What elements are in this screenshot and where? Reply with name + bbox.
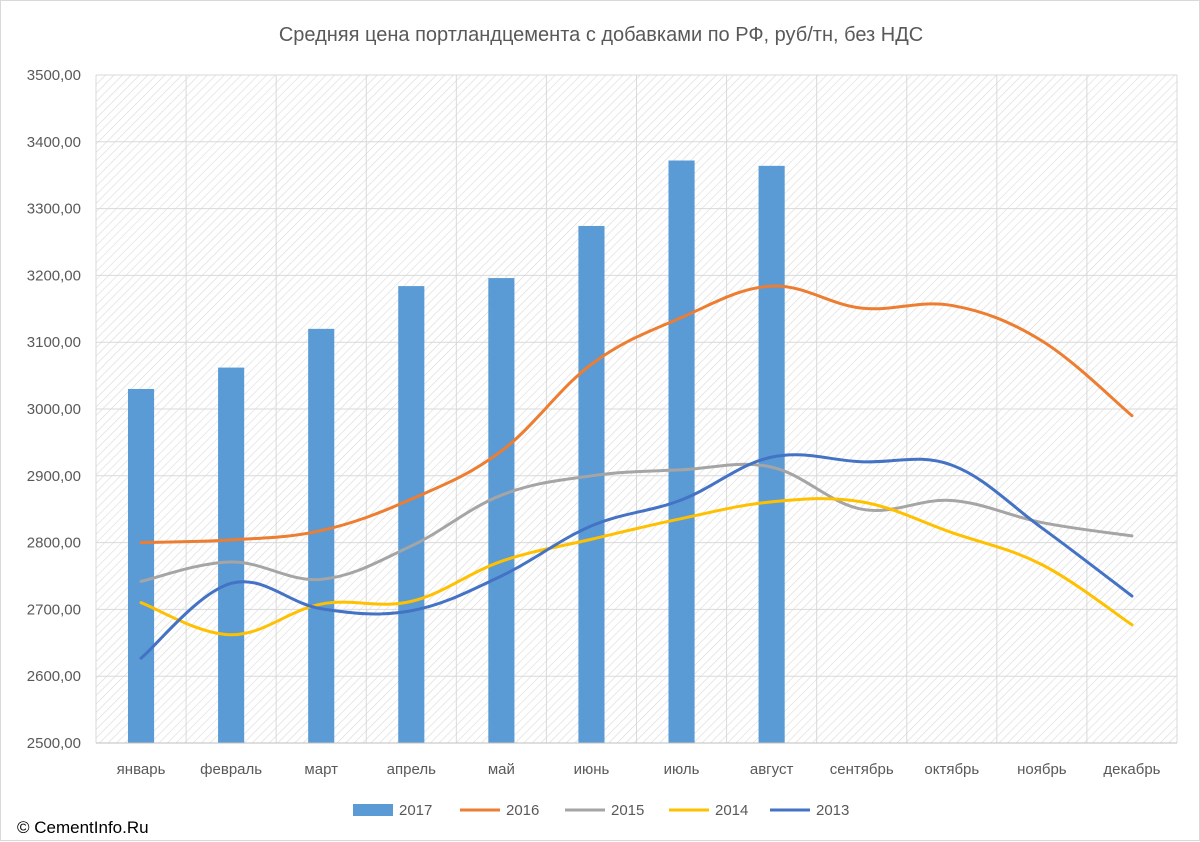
copyright-text: © CementInfo.Ru: [17, 818, 149, 837]
x-axis-ticks: январь февраль март апрель май июнь июль август…: [117, 761, 1161, 778]
legend-label-2013: 2013: [816, 802, 849, 819]
y-tick-label: 2700,00: [27, 601, 81, 618]
x-tick-label: февраль: [200, 761, 262, 778]
y-tick-label: 3200,00: [27, 267, 81, 284]
bar-2017: [578, 225, 605, 743]
y-axis-ticks: 2500,00 2600,00 2700,00 2800,00 2900,00 3000,…: [27, 67, 81, 752]
legend: 2017 2016 2015 2014 2013: [353, 802, 849, 819]
x-tick-label: сентябрь: [830, 761, 894, 778]
x-tick-label: декабрь: [1103, 761, 1160, 778]
y-tick-label: 2500,00: [27, 735, 81, 752]
x-tick-label: ноябрь: [1017, 761, 1067, 778]
y-tick-label: 3000,00: [27, 401, 81, 418]
bar-2017: [668, 160, 695, 743]
bar-2017: [308, 328, 335, 743]
x-tick-label: январь: [117, 761, 166, 778]
gridlines: [95, 74, 1178, 743]
chart-title: Средняя цена портландцемента с добавками…: [279, 24, 923, 46]
x-tick-label: август: [750, 761, 794, 778]
y-tick-label: 2900,00: [27, 468, 81, 485]
legend-label-2014: 2014: [715, 802, 748, 819]
y-tick-label: 2600,00: [27, 668, 81, 685]
y-tick-label: 3100,00: [27, 334, 81, 351]
bar-2017: [488, 278, 515, 743]
bar-2017: [218, 367, 245, 743]
x-tick-label: октябрь: [924, 761, 979, 778]
y-tick-label: 3300,00: [27, 201, 81, 218]
line-series-2016: [139, 284, 1134, 545]
line-series-2013: [139, 453, 1134, 660]
legend-label-2015: 2015: [611, 802, 644, 819]
y-tick-label: 3400,00: [27, 134, 81, 151]
line-series-2015: [139, 462, 1134, 583]
legend-swatch-2017: [353, 804, 393, 816]
legend-label-2016: 2016: [506, 802, 539, 819]
legend-label-2017: 2017: [399, 802, 432, 819]
y-tick-label: 2800,00: [27, 535, 81, 552]
x-tick-label: июнь: [574, 761, 610, 778]
y-tick-label: 3500,00: [27, 67, 81, 84]
line-series-2014: [139, 497, 1134, 637]
x-tick-label: июль: [664, 761, 700, 778]
bars-2017: [127, 160, 785, 743]
line-series: [139, 284, 1134, 660]
bar-2017: [127, 388, 155, 743]
bar-2017: [398, 286, 425, 743]
x-tick-label: май: [488, 761, 515, 778]
x-tick-label: апрель: [387, 761, 436, 778]
x-tick-label: март: [304, 761, 338, 778]
